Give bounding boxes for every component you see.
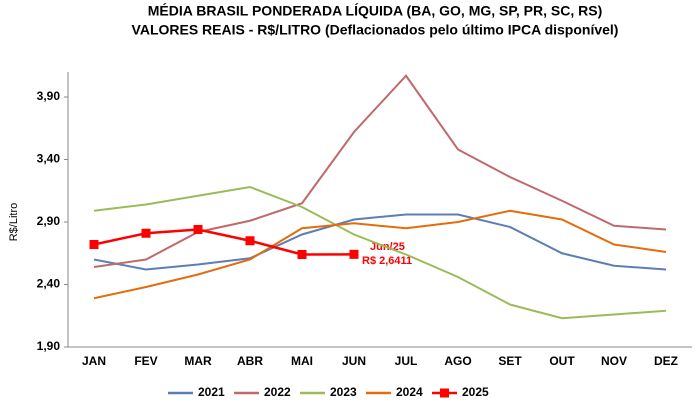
- x-tick-label: JAN: [82, 354, 106, 368]
- y-axis-label: R$/Litro: [8, 203, 20, 242]
- legend-label: 2021: [198, 385, 225, 399]
- series-line: [93, 213, 667, 271]
- y-tick-label: 1,90: [37, 339, 61, 353]
- legend-marker: [440, 388, 449, 398]
- chart-subtitle: VALORES REAIS - R$/LITRO (Deflacionados …: [132, 22, 619, 38]
- chart-title: MÉDIA BRASIL PONDERADA LÍQUIDA (BA, GO, …: [148, 3, 603, 19]
- legend-label: 2023: [330, 385, 357, 399]
- series-line: [93, 209, 667, 300]
- x-tick-label: OUT: [549, 354, 575, 368]
- y-tick-label: 2,90: [37, 214, 61, 228]
- series-line: [93, 228, 355, 256]
- x-tick-label: JUN: [342, 354, 366, 368]
- point-marker: [297, 250, 307, 259]
- series-line: [93, 185, 667, 320]
- point-marker: [245, 236, 255, 246]
- legend-label: 2024: [396, 385, 423, 399]
- x-tick-label: DEZ: [654, 354, 678, 368]
- x-tick-label: AGO: [444, 354, 471, 368]
- x-tick-label: FEV: [134, 354, 157, 368]
- y-tick-label: 3,40: [37, 152, 61, 166]
- annotation: R$ 2,6411: [362, 255, 412, 267]
- series-line: [93, 74, 667, 268]
- legend-label: 2025: [462, 385, 489, 399]
- point-marker: [141, 228, 151, 238]
- legend-label: 2022: [264, 385, 291, 399]
- x-tick-label: ABR: [237, 354, 263, 368]
- y-tick-label: 2,40: [37, 277, 61, 291]
- x-tick-label: MAI: [291, 354, 313, 368]
- x-tick-label: MAR: [184, 354, 212, 368]
- point-marker: [349, 249, 359, 259]
- y-tick-label: 3,90: [37, 89, 61, 103]
- point-marker: [89, 240, 99, 249]
- x-tick-label: JUL: [395, 354, 418, 368]
- point-marker: [193, 225, 203, 234]
- x-tick-label: SET: [498, 354, 522, 368]
- x-tick-label: NOV: [601, 354, 627, 368]
